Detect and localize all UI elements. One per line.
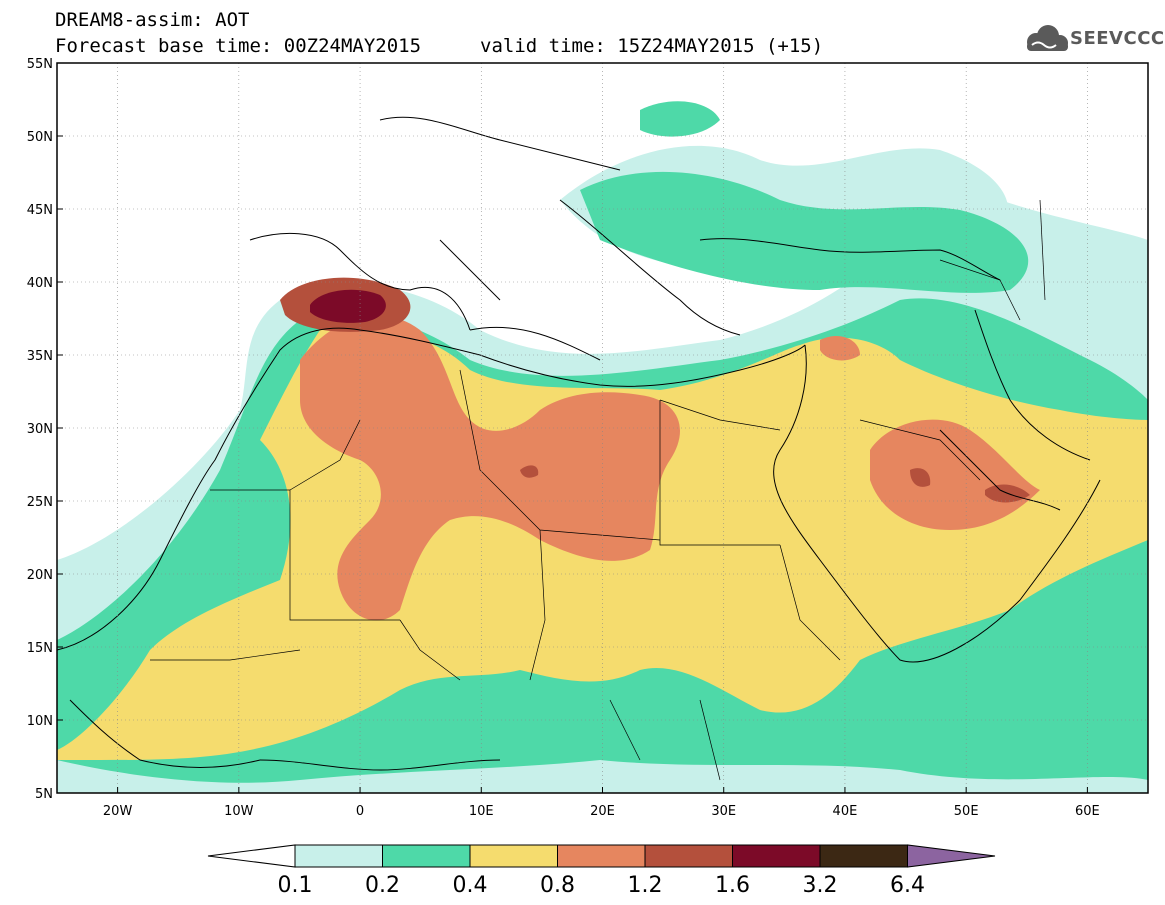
colorbar-segment xyxy=(819,844,908,868)
colorbar-segment xyxy=(294,844,383,868)
coastlines xyxy=(57,116,1101,771)
lon-tick-label: 20E xyxy=(590,804,615,819)
lon-tick-label: 10W xyxy=(224,804,254,819)
colorbar-level-label: 6.4 xyxy=(890,873,925,898)
lat-tick-label: 15N xyxy=(27,641,53,656)
lat-tick-label: 55N xyxy=(27,57,53,72)
valid-time: valid time: 15Z24MAY2015 (+15) xyxy=(480,35,824,57)
colorbar-segment xyxy=(469,844,558,868)
lat-tick-label: 35N xyxy=(27,349,53,364)
colorbar-level-label: 0.2 xyxy=(365,873,400,898)
logo-text: SEEVCCC xyxy=(1070,28,1165,49)
forecast-base-time: Forecast base time: 00Z24MAY2015 xyxy=(55,35,422,57)
country-borders xyxy=(150,199,1046,781)
lat-tick-label: 40N xyxy=(27,276,53,291)
colorbar-over-triangle xyxy=(907,844,996,868)
colorbar-level-label: 3.2 xyxy=(802,873,838,898)
map-frame xyxy=(56,62,1149,794)
colorbar-under-triangle xyxy=(207,844,296,868)
colorbar-level-label: 0.8 xyxy=(540,873,575,898)
lat-lon-grid xyxy=(57,63,1148,793)
colorbar-segment xyxy=(732,844,821,868)
colorbar-level-label: 0.1 xyxy=(277,873,313,898)
lat-tick-label: 5N xyxy=(35,787,53,802)
lon-tick-label: 40E xyxy=(833,804,858,819)
colorbar-segment xyxy=(644,844,733,868)
lon-tick-label: 10E xyxy=(469,804,494,819)
lat-tick-label: 30N xyxy=(27,422,53,437)
lat-tick-label: 25N xyxy=(27,495,53,510)
colorbar xyxy=(207,844,996,868)
latitude-labels: 5N 10N 15N 20N 25N 30N 35N 40N 45N 50N 55N xyxy=(27,57,53,802)
cloud-icon xyxy=(1027,25,1068,51)
lon-tick-label: 0 xyxy=(356,804,364,819)
colorbar-level-label: 1.2 xyxy=(627,873,663,898)
lat-tick-label: 45N xyxy=(27,203,53,218)
chart-title: DREAM8-assim: AOT xyxy=(55,9,250,31)
colorbar-level-label: 0.4 xyxy=(452,873,488,898)
lon-tick-label: 30E xyxy=(711,804,736,819)
colorbar-level-label: 1.6 xyxy=(715,873,750,898)
longitude-labels: 20W 10W 0 10E 20E 30E 40E 50E 60E xyxy=(103,804,1100,819)
colorbar-segment xyxy=(557,844,646,868)
lon-tick-label: 60E xyxy=(1075,804,1100,819)
lat-tick-label: 20N xyxy=(27,568,53,583)
lat-tick-label: 50N xyxy=(27,130,53,145)
colorbar-segment xyxy=(382,844,471,868)
lon-tick-label: 50E xyxy=(954,804,979,819)
lon-tick-label: 20W xyxy=(103,804,133,819)
lat-tick-label: 10N xyxy=(27,714,53,729)
